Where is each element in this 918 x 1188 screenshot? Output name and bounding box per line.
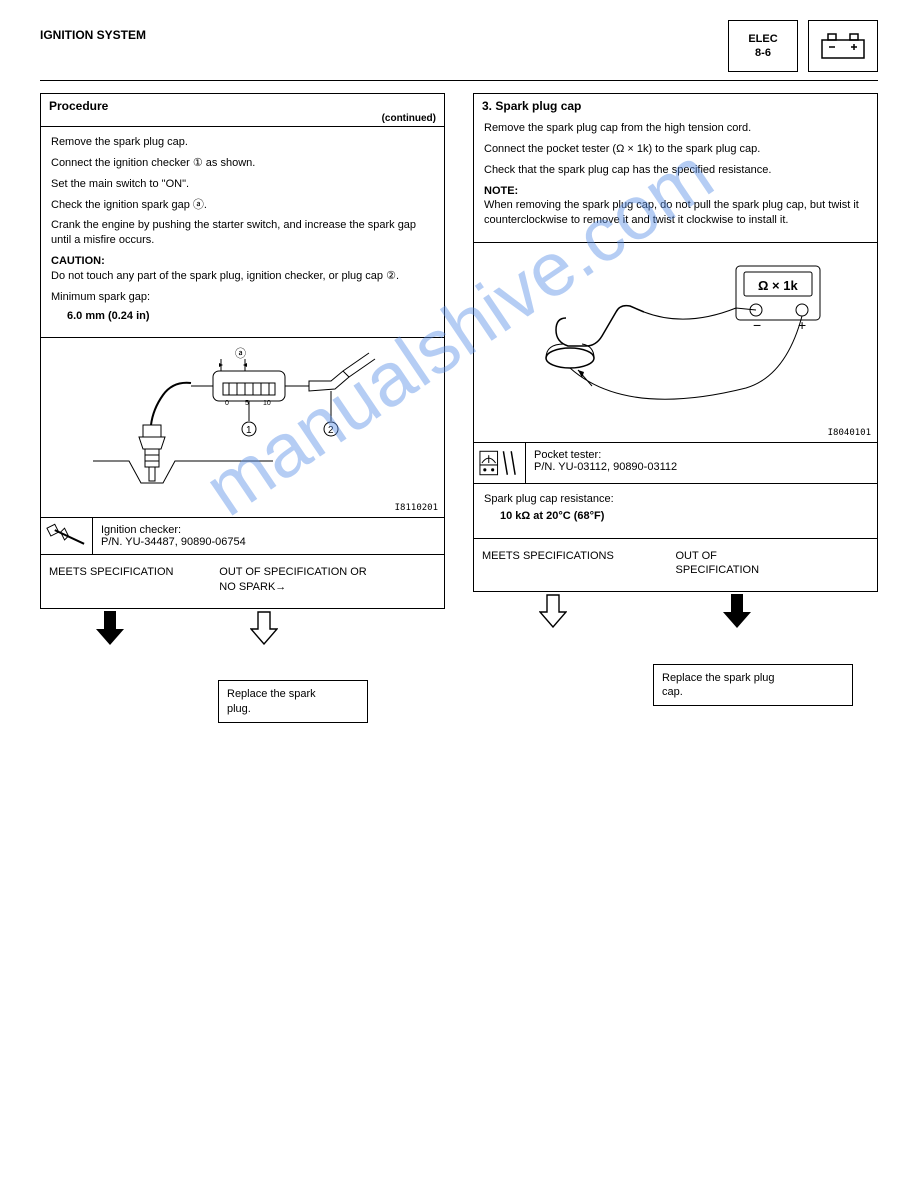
page-header: IGNITION SYSTEM ELEC 8-6: [40, 20, 878, 76]
arrows-row-right: [473, 592, 878, 634]
step-text: Check that the spark plug cap has the sp…: [484, 163, 867, 178]
tester-icon-cell: [474, 443, 526, 483]
figure-code-left: I8110201: [395, 503, 438, 513]
tool-name: Pocket tester:: [534, 449, 869, 461]
spark-plug-cap-diagram: Ω × 1k − +: [506, 248, 846, 438]
footer-out-l2: SPECIFICATION: [676, 563, 870, 577]
arrow-down-solid-icon: [723, 594, 751, 628]
procedure-body-left: Remove the spark plug cap. Connect the i…: [41, 127, 444, 337]
spec-block: Spark plug cap resistance: 10 kΩ at 20°C…: [474, 483, 877, 538]
svg-text:2: 2: [328, 425, 334, 436]
step-text: Set the main switch to "ON".: [51, 177, 434, 192]
procedure-heading-right: 3. Spark plug cap: [474, 94, 877, 113]
footer-meets: MEETS SPECIFICATION: [49, 565, 219, 594]
step-text: Connect the ignition checker ① as shown.: [51, 156, 434, 171]
note-label: NOTE:: [484, 185, 518, 197]
tool-text-left: Ignition checker: P/N. YU-34487, 90890-0…: [93, 518, 444, 554]
section-code: ELEC: [748, 32, 777, 46]
footer-out: OUT OF SPECIFICATION: [676, 549, 870, 578]
note-text: When removing the spark plug cap, do not…: [484, 199, 859, 226]
footer-out: OUT OF SPECIFICATION OR NO SPARK→: [219, 565, 436, 594]
branch-box-left: Replace the spark plug.: [218, 680, 368, 723]
tool-text-right: Pocket tester: P/N. YU-03112, 90890-0311…: [526, 443, 877, 483]
svg-text:5: 5: [245, 400, 249, 407]
svg-text:0: 0: [225, 400, 229, 407]
figure-code-right: I8040101: [828, 428, 871, 438]
tool-name: Ignition checker:: [101, 524, 436, 536]
procedure-label: Procedure: [49, 99, 108, 113]
section-title: IGNITION SYSTEM: [40, 28, 146, 42]
footer-meets: MEETS SPECIFICATIONS: [482, 549, 676, 578]
branch-l1: Replace the spark: [227, 687, 359, 701]
continued-label: (continued): [49, 113, 436, 124]
arrow-down-solid-icon: [96, 611, 124, 645]
chapter-icon-box: [808, 20, 878, 72]
svg-text:Ω × 1k: Ω × 1k: [758, 278, 798, 293]
step-text: Crank the engine by pushing the starter …: [51, 218, 434, 248]
tool-pn: P/N. YU-34487, 90890-06754: [101, 536, 436, 548]
page-number: 8-6: [755, 46, 771, 60]
minval-label: Minimum spark gap:: [51, 290, 434, 305]
footer-out-l2: NO SPARK→: [219, 580, 436, 594]
step-text: Remove the spark plug cap from the high …: [484, 121, 867, 136]
figure-right: Ω × 1k − +: [474, 242, 877, 442]
svg-text:10: 10: [263, 400, 271, 407]
arrow-down-outline-icon: [250, 611, 278, 645]
procedure-heading-left: Procedure (continued): [41, 94, 444, 127]
svg-text:ⓐ: ⓐ: [235, 347, 246, 360]
procedure-body-right: Remove the spark plug cap from the high …: [474, 113, 877, 242]
branch-l2: cap.: [662, 685, 844, 699]
procedure-box-left: Procedure (continued) Remove the spark p…: [40, 93, 445, 609]
minval-value: 6.0 mm (0.24 in): [67, 309, 434, 324]
caliper-icon-cell: [41, 518, 93, 554]
step-text: Remove the spark plug cap.: [51, 135, 434, 150]
header-divider: [40, 80, 878, 81]
step-text: Connect the pocket tester (Ω × 1k) to th…: [484, 142, 867, 157]
caution-text: Do not touch any part of the spark plug,…: [51, 270, 399, 282]
caution-label: CAUTION:: [51, 255, 105, 267]
left-column: Procedure (continued) Remove the spark p…: [40, 93, 445, 651]
branch-l1: Replace the spark plug: [662, 671, 844, 685]
battery-icon: [820, 32, 866, 60]
footer-row-left: MEETS SPECIFICATION OUT OF SPECIFICATION…: [41, 554, 444, 608]
figure-left: ⓐ 0 5: [41, 337, 444, 517]
spec-label: Spark plug cap resistance:: [484, 492, 867, 507]
branch-box-right: Replace the spark plug cap.: [653, 664, 853, 707]
step-title: Spark plug cap: [495, 99, 581, 113]
right-column: 3. Spark plug cap Remove the spark plug …: [473, 93, 878, 634]
page-number-box: ELEC 8-6: [728, 20, 798, 72]
caliper-icon: [45, 522, 88, 550]
footer-out-l1: OUT OF: [676, 549, 870, 563]
svg-text:−: −: [753, 317, 761, 333]
tester-icon: [478, 447, 521, 479]
step-text: Check the ignition spark gap ⓐ.: [51, 198, 434, 213]
spec-value: 10 kΩ at 20°C (68°F): [500, 509, 867, 524]
arrow-down-outline-icon: [539, 594, 567, 628]
tool-pn: P/N. YU-03112, 90890-03112: [534, 461, 869, 473]
footer-out-l1: OUT OF SPECIFICATION OR: [219, 565, 436, 579]
footer-row-right: MEETS SPECIFICATIONS OUT OF SPECIFICATIO…: [474, 538, 877, 592]
arrows-row-left: [40, 609, 445, 651]
step-number: 3.: [482, 99, 492, 113]
branch-l2: plug.: [227, 702, 359, 716]
ignition-checker-diagram: ⓐ 0 5: [73, 343, 413, 513]
tool-row-right: Pocket tester: P/N. YU-03112, 90890-0311…: [474, 442, 877, 483]
svg-text:1: 1: [246, 425, 252, 436]
procedure-box-right: 3. Spark plug cap Remove the spark plug …: [473, 93, 878, 592]
tool-row-left: Ignition checker: P/N. YU-34487, 90890-0…: [41, 517, 444, 554]
